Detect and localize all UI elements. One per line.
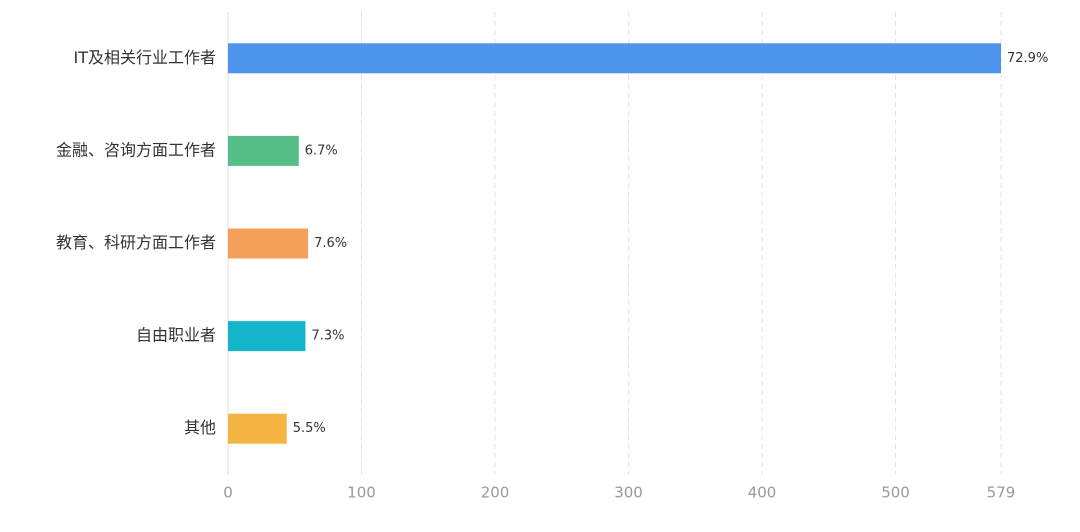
y-tick-label: 教育、科研方面工作者 xyxy=(56,233,216,252)
value-label: 72.9% xyxy=(1007,51,1048,66)
bar xyxy=(228,321,306,352)
x-tick-label: 100 xyxy=(347,484,376,502)
value-label: 7.3% xyxy=(311,329,344,344)
bar xyxy=(228,135,299,166)
value-label: 5.5% xyxy=(293,421,326,436)
y-tick-label: 其他 xyxy=(184,418,216,437)
bar xyxy=(228,228,309,259)
x-tick-label: 400 xyxy=(748,484,777,502)
y-tick-label: IT及相关行业工作者 xyxy=(74,48,217,67)
bar xyxy=(228,413,287,444)
x-tick-label: 579 xyxy=(987,484,1016,502)
x-tick-label: 300 xyxy=(614,484,643,502)
y-tick-label: 金融、咨询方面工作者 xyxy=(56,140,216,159)
x-tick-label: 500 xyxy=(881,484,910,502)
value-label: 6.7% xyxy=(305,143,338,158)
bar xyxy=(228,43,1001,74)
value-label: 7.6% xyxy=(314,236,347,251)
x-tick-label: 0 xyxy=(223,484,233,502)
x-tick-label: 200 xyxy=(481,484,510,502)
y-tick-label: 自由职业者 xyxy=(136,326,216,345)
